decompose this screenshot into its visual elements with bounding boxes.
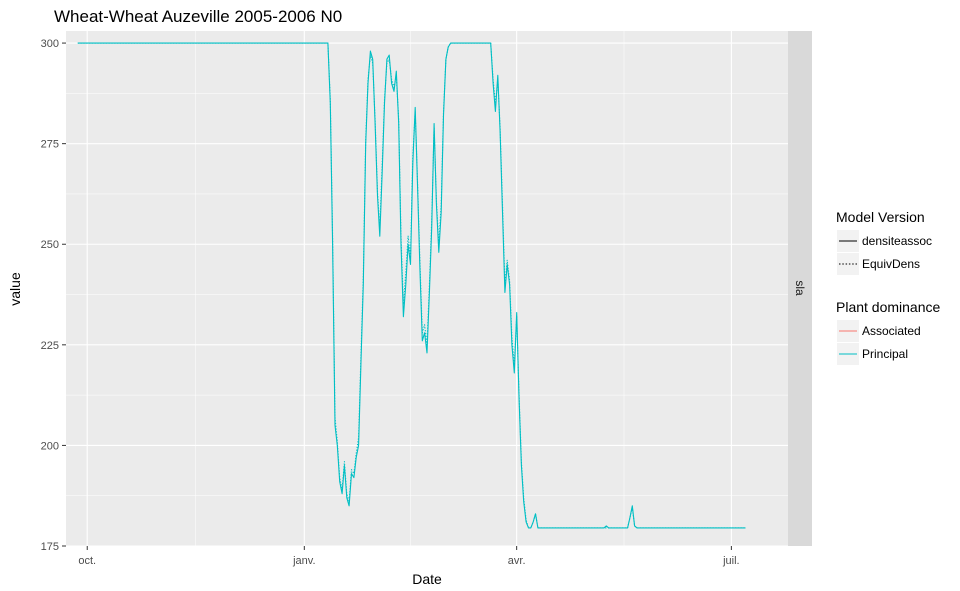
y-axis-title: value xyxy=(7,272,23,306)
y-tick-label: 175 xyxy=(41,541,59,553)
legend-key xyxy=(837,253,859,275)
legend-item-label: Principal xyxy=(862,347,908,361)
x-tick-label: avr. xyxy=(508,555,526,567)
x-axis: oct. janv. avr. juil. xyxy=(78,546,740,567)
y-tick-label: 300 xyxy=(41,38,59,50)
y-tick-label: 225 xyxy=(41,340,59,352)
legend-title: Model Version xyxy=(836,209,925,225)
y-tick-label: 275 xyxy=(41,139,59,151)
legend-item-label: Associated xyxy=(862,324,921,338)
y-axis: 175 200 225 250 275 300 xyxy=(41,38,66,553)
legend: Model Version densiteassoc EquivDens Plant … xyxy=(836,209,941,365)
x-tick-label: janv. xyxy=(292,555,315,567)
x-axis-title: Date xyxy=(412,571,442,587)
y-tick-label: 250 xyxy=(41,239,59,251)
grid-major xyxy=(66,31,788,547)
plot-panel xyxy=(66,31,788,546)
chart-title: Wheat-Wheat Auzeville 2005-2006 N0 xyxy=(54,7,342,26)
x-tick-label: juil. xyxy=(722,555,740,567)
legend-title: Plant dominance xyxy=(836,299,941,315)
y-tick-label: 200 xyxy=(41,440,59,452)
grid-minor xyxy=(66,31,788,546)
x-tick-label: oct. xyxy=(78,555,96,567)
facet-strip-label: sla xyxy=(793,280,807,296)
legend-item-label: EquivDens xyxy=(862,257,920,271)
legend-item-label: densiteassoc xyxy=(862,234,932,248)
series-line-principal-equivdens xyxy=(77,42,746,529)
facet-strip xyxy=(788,31,812,546)
series-layer xyxy=(77,42,746,529)
